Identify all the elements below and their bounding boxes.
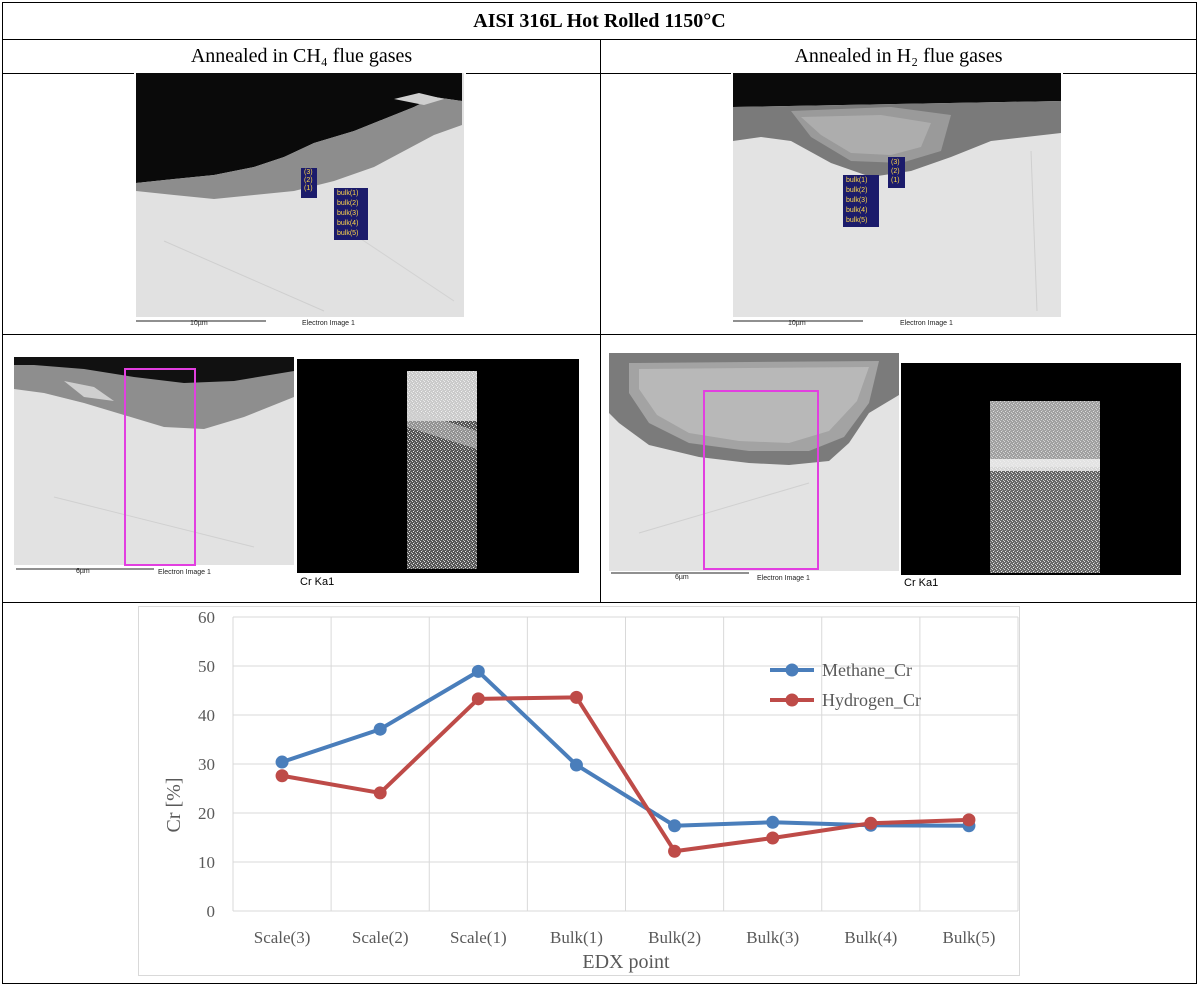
point-label: bulk(3) [337,210,359,217]
y-tick-label: 10 [198,853,215,872]
figure-title: AISI 316L Hot Rolled 1150°C [3,3,1196,40]
point-label: (3) [304,169,313,176]
point-label: (2) [891,168,900,175]
data-point [864,816,878,830]
point-label: (3) [891,159,900,166]
point-label: bulk(3) [846,197,868,204]
point-label: bulk(1) [337,190,359,197]
y-tick-labels: 0 10 20 30 40 50 60 [198,608,215,921]
point-label: bulk(2) [337,200,359,207]
left-column-header: Annealed in CH₄ flue gases [3,39,600,74]
data-point [275,769,289,783]
row-divider-2 [3,602,1196,603]
data-point [766,831,780,845]
data-point [471,692,485,706]
x-tick-labels: Scale(3) Scale(2) Scale(1) Bulk(1) Bulk(2) Bu… [254,928,996,947]
scale-bar-label: 6µm [76,568,90,575]
chart-grid [232,616,1019,912]
y-axis-label: Cr [%] [163,778,185,833]
image-caption: Electron Image 1 [900,320,953,327]
data-point [569,758,583,772]
data-point [668,844,682,858]
cr-element-map-ch4 [297,359,579,573]
image-caption: Electron Image 1 [302,320,355,327]
legend-label: Methane_Cr [822,660,912,680]
x-tick-label: Bulk(5) [942,928,995,947]
row-divider-1 [3,334,1196,335]
data-point [962,813,976,827]
series-lines [275,664,976,858]
chart-legend: Methane_Cr Hydrogen_Cr [770,660,921,710]
image-caption: Electron Image 1 [757,575,810,582]
x-tick-label: Bulk(4) [844,928,897,947]
scale-point-labels: (3) (2) (1) [304,169,313,193]
y-tick-label: 0 [207,902,216,921]
x-axis-label: EDX point [582,951,670,973]
y-tick-label: 60 [198,608,215,627]
legend-marker [785,663,799,677]
legend-marker [785,693,799,707]
point-label: (1) [304,185,313,192]
point-label: (1) [891,177,900,184]
scale-bar-label: 10µm [788,320,806,327]
sem-image-ch4-overview [134,71,466,333]
y-tick-label: 40 [198,706,215,725]
legend-label: Hydrogen_Cr [822,690,921,710]
y-tick-label: 20 [198,804,215,823]
cr-map-label: Cr Ka1 [904,577,939,589]
data-point [373,786,387,800]
scale-bar-label: 6µm [675,574,689,581]
x-tick-label: Scale(3) [254,928,311,947]
x-tick-label: Bulk(3) [746,928,799,947]
point-label: bulk(5) [846,217,868,224]
point-label: bulk(1) [846,177,868,184]
series-line [281,695,970,854]
data-point [373,722,387,736]
sem-image-h2-overview [731,71,1063,333]
bulk-point-labels: bulk(1) bulk(2) bulk(3) bulk(4) bulk(5) [337,189,358,239]
point-label: (2) [304,177,313,184]
sem-image-ch4-mapping-area [14,357,296,577]
x-tick-label: Scale(2) [352,928,409,947]
y-tick-label: 30 [198,755,215,774]
point-label: bulk(5) [337,230,359,237]
x-tick-label: Scale(1) [450,928,507,947]
data-point [275,755,289,769]
point-label: bulk(2) [846,187,868,194]
data-point [471,664,485,678]
y-tick-label: 50 [198,657,215,676]
point-label: bulk(4) [846,207,868,214]
cr-map-label: Cr Ka1 [300,576,335,588]
image-caption: Electron Image 1 [158,569,211,576]
bulk-point-labels: bulk(1) bulk(2) bulk(3) bulk(4) bulk(5) [846,176,867,226]
cr-line-chart: 0 10 20 30 40 50 60 Scale(3) Scale(2) Scale(1) Bu… [163,608,1019,973]
x-tick-label: Bulk(1) [550,928,603,947]
data-point [766,815,780,829]
right-column-header: Annealed in H₂ flue gases [601,39,1196,74]
scale-bar-label: 10µm [190,320,208,327]
column-divider [600,39,601,603]
scale-point-labels: (3) (2) (1) [891,158,900,185]
x-tick-label: Bulk(2) [648,928,701,947]
point-label: bulk(4) [337,220,359,227]
data-point [569,690,583,704]
data-point [668,819,682,833]
sem-image-h2-mapping-area [609,353,901,581]
chart-container [138,606,1020,976]
cr-element-map-h2 [901,363,1181,575]
